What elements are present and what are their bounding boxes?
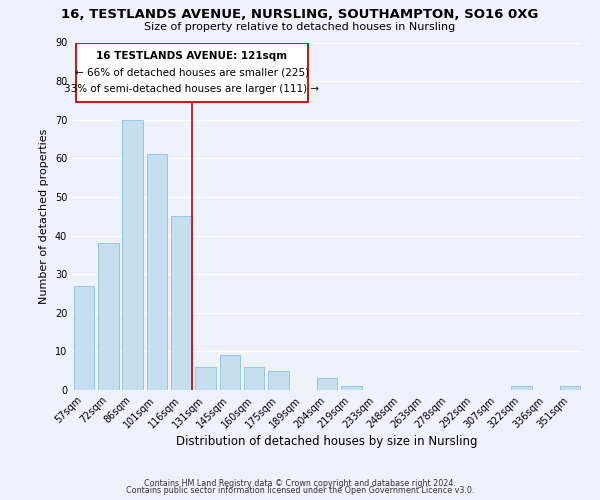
- Y-axis label: Number of detached properties: Number of detached properties: [39, 128, 49, 304]
- Bar: [220, 355, 240, 390]
- Bar: [146, 154, 167, 390]
- Text: Size of property relative to detached houses in Nursling: Size of property relative to detached ho…: [145, 22, 455, 32]
- Bar: [244, 367, 265, 390]
- Text: ← 66% of detached houses are smaller (225): ← 66% of detached houses are smaller (22…: [74, 68, 308, 78]
- FancyBboxPatch shape: [76, 42, 308, 102]
- Text: 16, TESTLANDS AVENUE, NURSLING, SOUTHAMPTON, SO16 0XG: 16, TESTLANDS AVENUE, NURSLING, SOUTHAMP…: [61, 8, 539, 20]
- Bar: [511, 386, 532, 390]
- Text: Contains HM Land Registry data © Crown copyright and database right 2024.: Contains HM Land Registry data © Crown c…: [144, 478, 456, 488]
- Bar: [341, 386, 362, 390]
- Bar: [317, 378, 337, 390]
- Bar: [560, 386, 580, 390]
- Bar: [171, 216, 191, 390]
- X-axis label: Distribution of detached houses by size in Nursling: Distribution of detached houses by size …: [176, 436, 478, 448]
- Bar: [98, 244, 119, 390]
- Text: Contains public sector information licensed under the Open Government Licence v3: Contains public sector information licen…: [126, 486, 474, 495]
- Bar: [195, 367, 216, 390]
- Text: 33% of semi-detached houses are larger (111) →: 33% of semi-detached houses are larger (…: [64, 84, 319, 94]
- Bar: [268, 370, 289, 390]
- Bar: [122, 120, 143, 390]
- Text: 16 TESTLANDS AVENUE: 121sqm: 16 TESTLANDS AVENUE: 121sqm: [96, 50, 287, 60]
- Bar: [74, 286, 94, 390]
